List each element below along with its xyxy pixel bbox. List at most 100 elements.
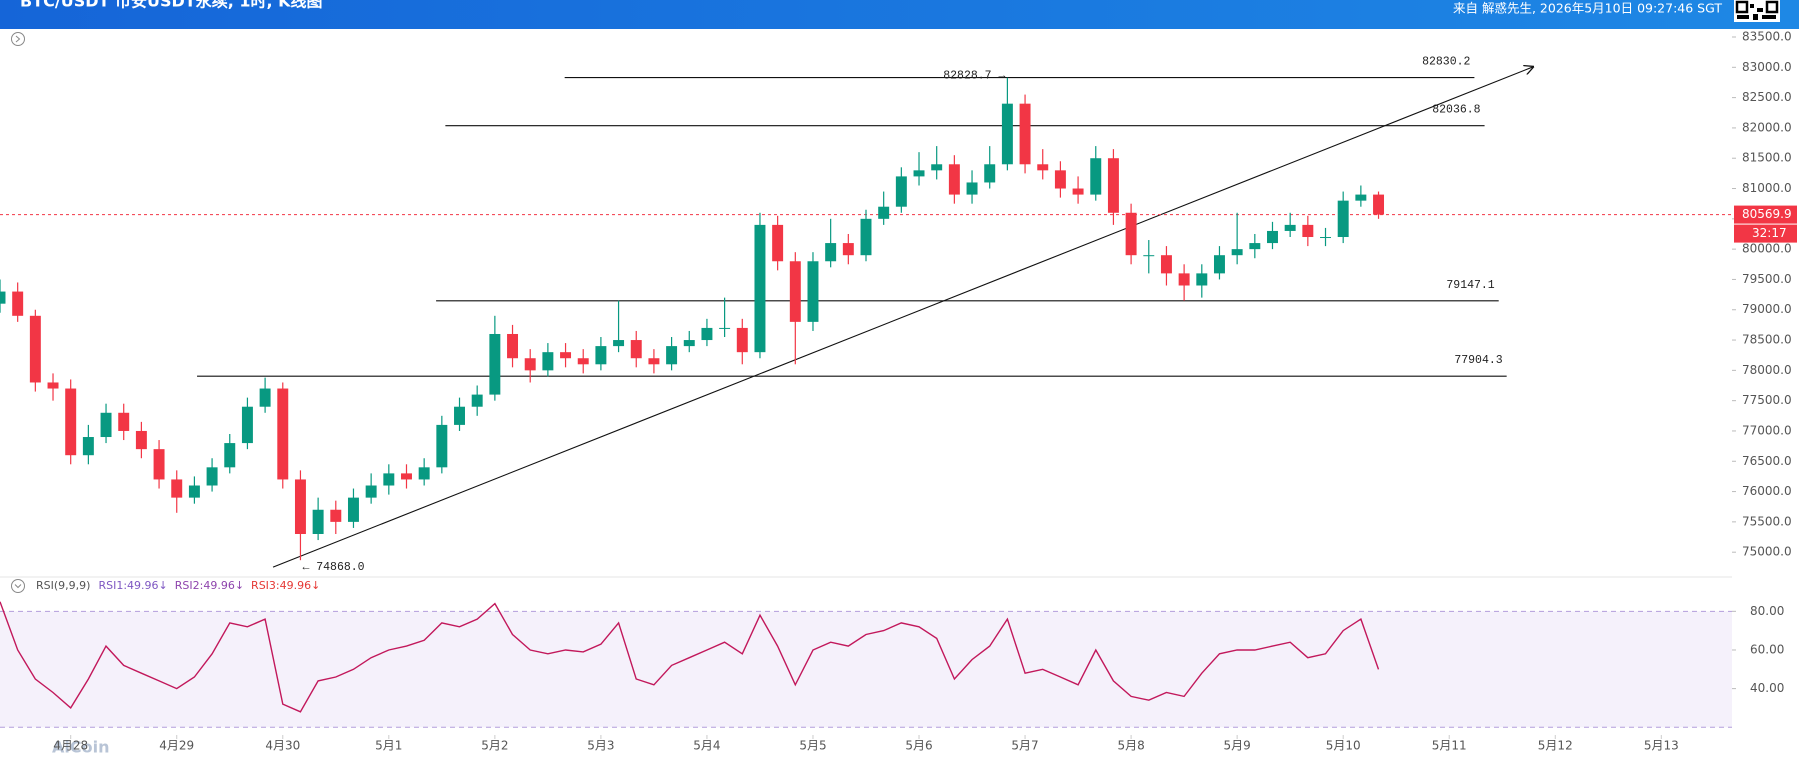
rsi-band	[0, 611, 1732, 728]
candle-body	[135, 430, 147, 450]
candle-body	[630, 340, 642, 359]
y-tick-label: 76000.0	[1742, 484, 1792, 498]
candle-body	[383, 473, 395, 486]
candle-body	[401, 473, 412, 480]
candle-body	[542, 352, 554, 371]
candle-body	[471, 394, 483, 407]
y-tick-label: 75000.0	[1742, 545, 1792, 559]
countdown-box	[1734, 224, 1797, 243]
candle-body	[507, 333, 519, 359]
level-label: 82830.2	[1422, 56, 1470, 69]
candle-body	[860, 218, 872, 256]
y-tick-label: 78500.0	[1742, 333, 1792, 347]
y-tick-label: 81000.0	[1742, 181, 1792, 195]
candle-body	[118, 412, 130, 431]
countdown-label: 32:17	[1752, 226, 1787, 240]
candle-body	[1090, 158, 1102, 195]
candle-body	[754, 224, 766, 353]
candle-body	[842, 243, 854, 256]
candle-body	[1284, 224, 1296, 231]
candle-body	[966, 182, 978, 195]
candle-body	[701, 327, 713, 341]
candle-body	[666, 346, 678, 365]
legend-entry: RSI1:49.96↓	[98, 579, 167, 592]
candle-body	[560, 352, 572, 359]
candle-body	[1001, 103, 1013, 165]
collapse-icon[interactable]	[11, 32, 25, 46]
candle-body	[1019, 103, 1031, 165]
last-price-box	[1734, 205, 1797, 224]
candle-body	[1143, 255, 1155, 257]
candle-body	[1178, 273, 1190, 286]
candle-body	[807, 261, 819, 322]
candle-body	[0, 291, 6, 304]
watermark: AiCoin	[52, 738, 109, 757]
x-tick-label: 5月7	[1011, 739, 1038, 753]
candle-body	[1054, 170, 1066, 189]
candle-body	[577, 358, 589, 365]
candle-body	[1249, 243, 1261, 250]
candle-body	[772, 224, 784, 262]
qr-code	[1734, 0, 1780, 22]
indicator-title: RSI(9,9,9)	[36, 579, 90, 592]
price-annotation: ← 74868.0	[302, 561, 364, 574]
candle-body	[648, 358, 660, 365]
candle-body	[347, 497, 359, 522]
candle-body	[1267, 230, 1278, 244]
candle-body	[418, 467, 430, 480]
candle-body	[259, 388, 271, 407]
candle-body	[913, 170, 925, 177]
candle-body	[524, 358, 536, 371]
candle-body	[1337, 200, 1349, 238]
candle-body	[365, 485, 377, 498]
y-tick-label: 82000.0	[1742, 120, 1792, 134]
x-tick-label: 5月1	[375, 739, 402, 753]
candle-body	[789, 261, 801, 322]
candle-body	[825, 243, 837, 262]
x-tick-label: 5月10	[1326, 739, 1361, 753]
collapse-chevron	[15, 35, 21, 43]
y-tick-label: 75500.0	[1742, 514, 1792, 528]
candle-body	[1231, 249, 1243, 256]
y-tick-label: 81500.0	[1742, 151, 1792, 165]
x-tick-label: 5月13	[1644, 739, 1679, 753]
candle-body	[1160, 255, 1172, 274]
y-tick-label: 78000.0	[1742, 363, 1792, 377]
rsi-line	[0, 601, 1380, 713]
x-tick-label: 5月11	[1432, 739, 1467, 753]
header-title: BTC/USDT 币安USDT永续, 1时, K线图	[20, 0, 323, 11]
candle-body	[878, 206, 890, 219]
candle-body	[948, 164, 960, 195]
x-tick-label: 5月9	[1224, 739, 1251, 753]
candle-body	[224, 443, 236, 468]
candle-body	[1320, 237, 1331, 239]
candle-body	[1213, 255, 1225, 274]
indicator-toggle[interactable]	[11, 579, 25, 593]
candle-body	[489, 333, 501, 395]
candle-body	[171, 479, 183, 498]
candle-body	[683, 340, 695, 347]
candle-body	[931, 164, 943, 171]
trend-line	[272, 67, 1533, 568]
candle-body	[47, 382, 59, 389]
x-tick-label: 5月8	[1117, 739, 1144, 753]
candle-body	[82, 437, 94, 456]
y-tick-label: 40.00	[1750, 681, 1784, 695]
y-tick-label: 76500.0	[1742, 454, 1792, 468]
candle-body	[1107, 158, 1119, 213]
x-tick-label: 5月6	[905, 739, 932, 753]
y-tick-label: 80000.0	[1742, 242, 1792, 256]
level-label: 82036.8	[1432, 104, 1480, 117]
candle-body	[895, 176, 907, 207]
candle-body	[595, 346, 607, 365]
legend-entry: RSI3:49.96↓	[251, 579, 320, 592]
candle-body	[100, 412, 112, 438]
candle-body	[206, 467, 218, 486]
y-tick-label: 83500.0	[1742, 30, 1792, 44]
candle-body	[1302, 224, 1314, 238]
indicator-chevron	[14, 584, 22, 589]
candle-body	[29, 315, 41, 383]
y-tick-label: 77000.0	[1742, 423, 1792, 437]
x-tick-label: 4月28	[53, 739, 88, 753]
